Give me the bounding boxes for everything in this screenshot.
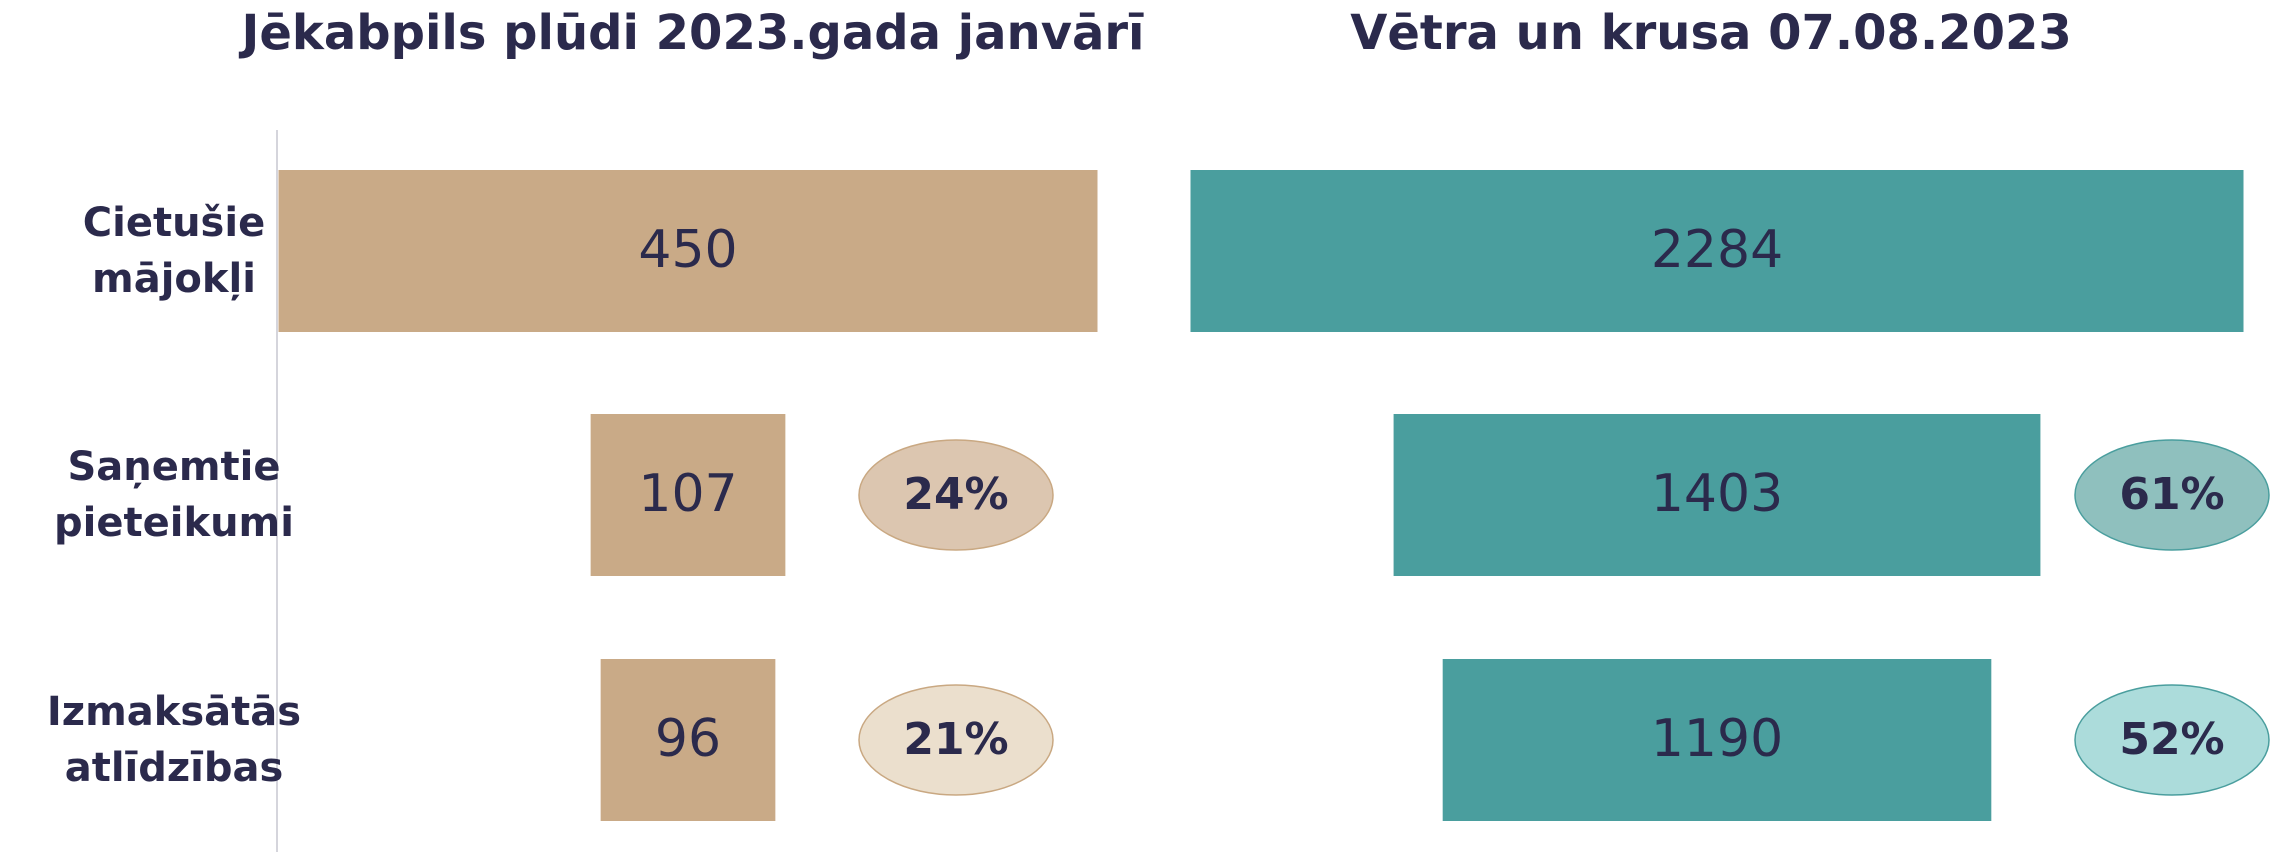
bar [590, 414, 786, 576]
share-bubble [858, 684, 1054, 796]
bar [600, 659, 776, 821]
category-label: Cietušie mājokļi [82, 200, 266, 302]
share-label: 24% [903, 469, 1008, 520]
bar-value: 1403 [1651, 464, 1783, 524]
share-bubble [2074, 684, 2270, 796]
bar-value: 450 [638, 220, 737, 280]
bar [278, 170, 1098, 332]
bar-value: 2284 [1651, 220, 1783, 280]
share-bubble [858, 439, 1054, 551]
bar-value: 1190 [1651, 709, 1783, 769]
chart-title: Jēkabpils plūdi 2023.gada janvārī [239, 5, 1145, 61]
bar [1190, 170, 2244, 332]
bar-value: 96 [655, 709, 721, 769]
category-label: Izmaksātās atlīdzības [46, 689, 302, 791]
category-label: Saņemtie pieteikumi [54, 444, 294, 546]
share-label: 52% [2119, 714, 2224, 765]
chart-title: Vētra un krusa 07.08.2023 [1350, 5, 2072, 61]
bar-value: 107 [638, 464, 737, 524]
share-label: 61% [2119, 469, 2224, 520]
bar [1393, 414, 2041, 576]
bar [1442, 659, 1992, 821]
share-label: 21% [903, 714, 1008, 765]
share-bubble [2074, 439, 2270, 551]
